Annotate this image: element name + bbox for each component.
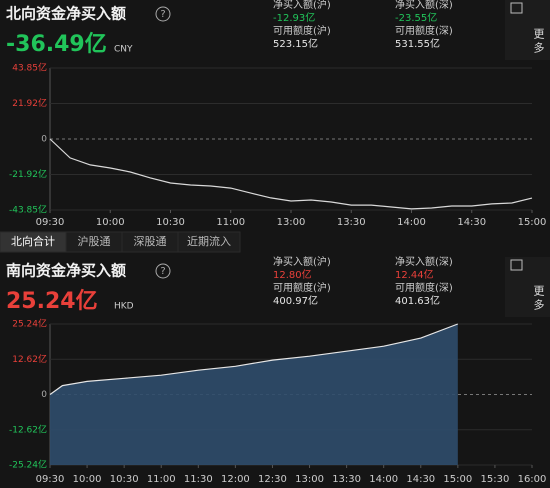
line xyxy=(49,138,533,210)
stat-value: -23.55亿 xyxy=(395,11,437,24)
more-button[interactable] xyxy=(505,0,550,60)
stat-value: 12.80亿 xyxy=(273,268,312,281)
x-tick-label: 14:30 xyxy=(457,217,486,228)
x-tick-label: 14:00 xyxy=(397,217,426,228)
stat-label: 可用额度(沪) xyxy=(273,24,331,37)
tab-label[interactable]: 深股通 xyxy=(134,235,167,248)
help-icon[interactable] xyxy=(155,6,171,22)
x-tick-label: 14:30 xyxy=(406,474,435,485)
y-tick-label: 43.85亿 xyxy=(12,62,47,74)
headline-value: -36.49亿 xyxy=(6,32,107,57)
help-icon[interactable] xyxy=(155,263,171,279)
help-mark: ? xyxy=(160,9,165,20)
y-tick-label: -25.24亿 xyxy=(9,459,47,471)
x-tick-label: 10:30 xyxy=(156,217,185,228)
more-button[interactable] xyxy=(505,257,550,317)
stat-label: 净买入额(深) xyxy=(395,0,453,11)
x-tick-label: 15:00 xyxy=(443,474,472,485)
headline-value: 25.24亿 xyxy=(6,289,98,314)
tab-label[interactable]: 北向合计 xyxy=(11,234,55,248)
x-tick-label: 13:00 xyxy=(295,474,324,485)
x-tick-label: 14:00 xyxy=(369,474,398,485)
x-tick-label: 13:00 xyxy=(277,217,306,228)
y-tick-label: -12.62亿 xyxy=(9,423,47,435)
stat-value: -12.93亿 xyxy=(273,11,315,24)
stat-label: 净买入额(深) xyxy=(395,255,453,268)
panel-title: 南向资金净买入额 xyxy=(6,262,126,280)
more-label[interactable]: 更多 xyxy=(532,28,545,56)
x-tick-label: 16:00 xyxy=(518,474,547,485)
y-tick-label: 0 xyxy=(41,135,47,145)
x-tick-label: 11:00 xyxy=(216,217,245,228)
x-tick-label: 10:30 xyxy=(110,474,139,485)
x-tick-label: 09:30 xyxy=(36,474,65,485)
line xyxy=(49,323,459,395)
x-tick-label: 12:00 xyxy=(221,474,250,485)
stat-label: 可用额度(深) xyxy=(395,281,453,294)
stat-label: 可用额度(深) xyxy=(395,24,453,37)
x-tick-label: 12:30 xyxy=(258,474,287,485)
y-tick-label: 21.92亿 xyxy=(12,97,47,109)
x-tick-label: 09:30 xyxy=(36,217,65,228)
help-mark: ? xyxy=(160,266,165,277)
x-tick-label: 15:00 xyxy=(518,217,547,228)
y-tick-label: 25.24亿 xyxy=(12,318,47,330)
stat-value: 523.15亿 xyxy=(273,37,318,50)
y-tick-label: -21.92亿 xyxy=(9,168,47,180)
x-tick-label: 10:00 xyxy=(73,474,102,485)
stat-value: 12.44亿 xyxy=(395,268,434,281)
x-tick-label: 11:30 xyxy=(184,474,213,485)
tab-label[interactable]: 近期流入 xyxy=(187,234,231,248)
tab[interactable] xyxy=(177,231,241,253)
x-tick-label: 13:30 xyxy=(337,217,366,228)
stat-label: 可用额度(沪) xyxy=(273,281,331,294)
x-tick-label: 13:30 xyxy=(332,474,361,485)
share-icon[interactable] xyxy=(510,259,523,271)
currency: CNY xyxy=(114,45,133,55)
x-tick-label: 11:00 xyxy=(147,474,176,485)
y-tick-label: -43.85亿 xyxy=(9,204,47,216)
y-tick-label: 12.62亿 xyxy=(12,353,47,365)
stat-value: 401.63亿 xyxy=(395,294,440,307)
stat-value: 400.97亿 xyxy=(273,294,318,307)
more-label[interactable]: 更多 xyxy=(532,285,545,313)
x-tick-label: 15:30 xyxy=(481,474,510,485)
stat-value: 531.55亿 xyxy=(395,37,440,50)
tab-label[interactable]: 沪股通 xyxy=(78,234,111,248)
share-icon[interactable] xyxy=(510,2,523,14)
panel-title: 北向资金净买入额 xyxy=(6,5,126,23)
x-tick-label: 10:00 xyxy=(96,217,125,228)
stat-label: 净买入额(沪) xyxy=(273,0,331,11)
stat-label: 净买入额(沪) xyxy=(273,255,331,268)
currency: HKD xyxy=(114,302,134,312)
y-tick-label: 0 xyxy=(41,390,47,400)
area xyxy=(50,324,458,465)
